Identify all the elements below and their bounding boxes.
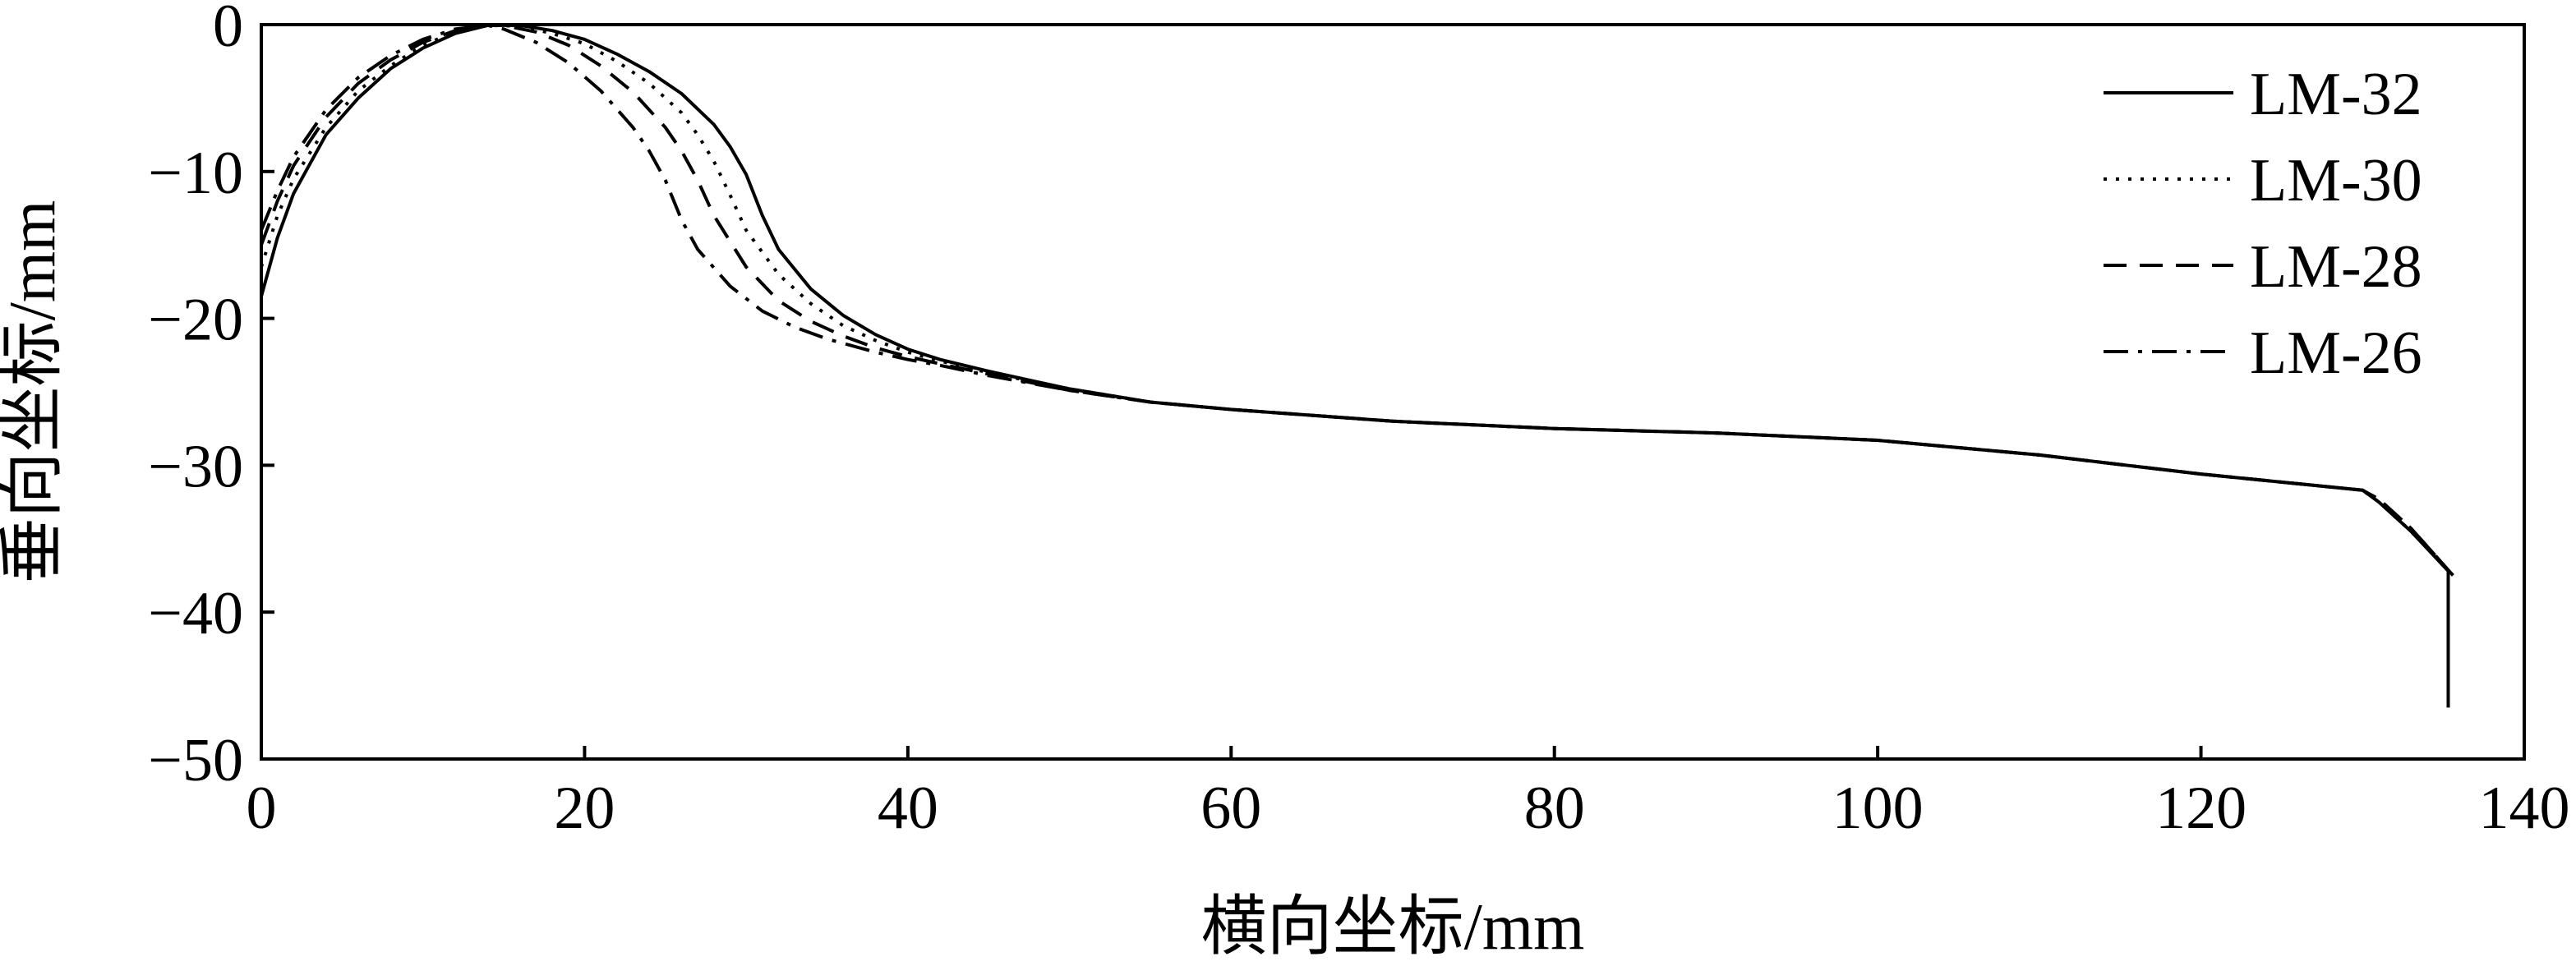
y-tick-label: −40 <box>148 580 243 647</box>
y-tick-label: −50 <box>148 727 243 794</box>
x-tick-label: 80 <box>1524 775 1585 842</box>
legend-label-lm-30: LM-30 <box>2250 147 2422 214</box>
y-tick-label: −20 <box>148 287 243 354</box>
x-tick-label: 0 <box>247 775 277 842</box>
x-tick-label: 120 <box>2155 775 2247 842</box>
y-tick-label: −30 <box>148 433 243 500</box>
legend-label-lm-32: LM-32 <box>2250 61 2422 128</box>
plot-frame <box>260 23 2526 761</box>
ticks-layer: 0 20 40 60 80 100 120 140 0 −10 −20 −30 −40 −50 <box>148 0 2569 842</box>
legend-label-lm-26: LM-26 <box>2250 320 2422 387</box>
x-tick-label: 20 <box>554 775 615 842</box>
x-tick-label: 40 <box>878 775 938 842</box>
legend-label-lm-28: LM-28 <box>2250 233 2422 301</box>
x-tick-label: 140 <box>2479 775 2570 842</box>
legend-layer: LM-32 LM-30 LM-28 LM-26 <box>2104 61 2422 387</box>
series-line-lm-30 <box>260 23 2453 576</box>
y-tick-label: −10 <box>148 140 243 207</box>
series-line-lm-26 <box>260 23 2454 577</box>
y-tick-label: 0 <box>213 0 243 60</box>
y-axis-title: 垂向坐标/mm <box>0 200 69 584</box>
x-axis-title: 横向坐标/mm <box>1201 891 1585 964</box>
x-tick-label: 60 <box>1200 775 1261 842</box>
series-line-lm-32 <box>260 23 2450 708</box>
series-layer <box>260 23 2454 708</box>
x-tick-label: 100 <box>1832 775 1924 842</box>
series-line-lm-28 <box>260 23 2454 577</box>
